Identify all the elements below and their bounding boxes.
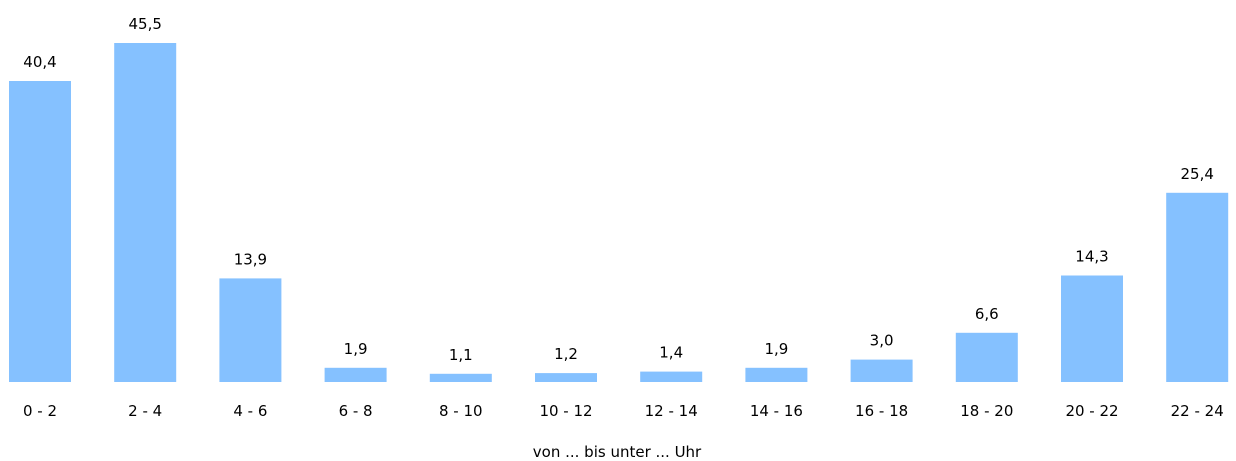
bar-10 [955,332,1018,382]
category-labels-group: 0 - 2 2 - 4 4 - 6 6 - 8 8 - 10 10 - 12 12 - 14… [23,402,1224,420]
category-label: 10 - 12 [539,402,592,420]
category-label: 4 - 6 [233,402,267,420]
bar-12 [1166,192,1229,382]
value-labels-group: 40,4 45,5 13,9 1,9 1,1 1,2 1,4 1,9 3,0 6,6 14,3 25,… [23,15,1214,364]
bar-value-label: 1,4 [659,344,683,362]
x-axis-label: von ... bis unter ... Uhr [533,443,702,461]
category-label: 16 - 18 [855,402,908,420]
bar-8 [745,367,808,382]
bar-9 [850,359,913,382]
category-label: 18 - 20 [960,402,1013,420]
bar-value-label: 1,1 [449,346,473,364]
category-label: 22 - 24 [1171,402,1224,420]
bar-4 [324,367,387,382]
bars-group [9,43,1229,382]
bar-6 [535,373,597,382]
category-label: 12 - 14 [645,402,698,420]
category-label: 0 - 2 [23,402,57,420]
bar-value-label: 14,3 [1075,248,1108,266]
bar-5 [429,373,492,382]
bar-value-label: 6,6 [975,305,999,323]
bar-value-label: 1,9 [344,340,368,358]
bar-value-label: 45,5 [128,15,161,33]
bar-1 [9,81,71,382]
bar-3 [219,278,282,382]
bar-value-label: 40,4 [23,53,56,71]
bar-value-label: 3,0 [870,332,894,350]
category-label: 20 - 22 [1065,402,1118,420]
bar-7 [640,371,703,382]
bar-value-label: 25,4 [1180,165,1213,183]
bar-value-label: 1,9 [764,340,788,358]
category-label: 8 - 10 [439,402,483,420]
category-label: 2 - 4 [128,402,162,420]
category-label: 14 - 16 [750,402,803,420]
category-label: 6 - 8 [339,402,373,420]
bar-value-label: 1,2 [554,345,578,363]
bar-11 [1061,275,1123,382]
bar-value-label: 13,9 [234,250,267,268]
bar-2 [114,43,177,382]
